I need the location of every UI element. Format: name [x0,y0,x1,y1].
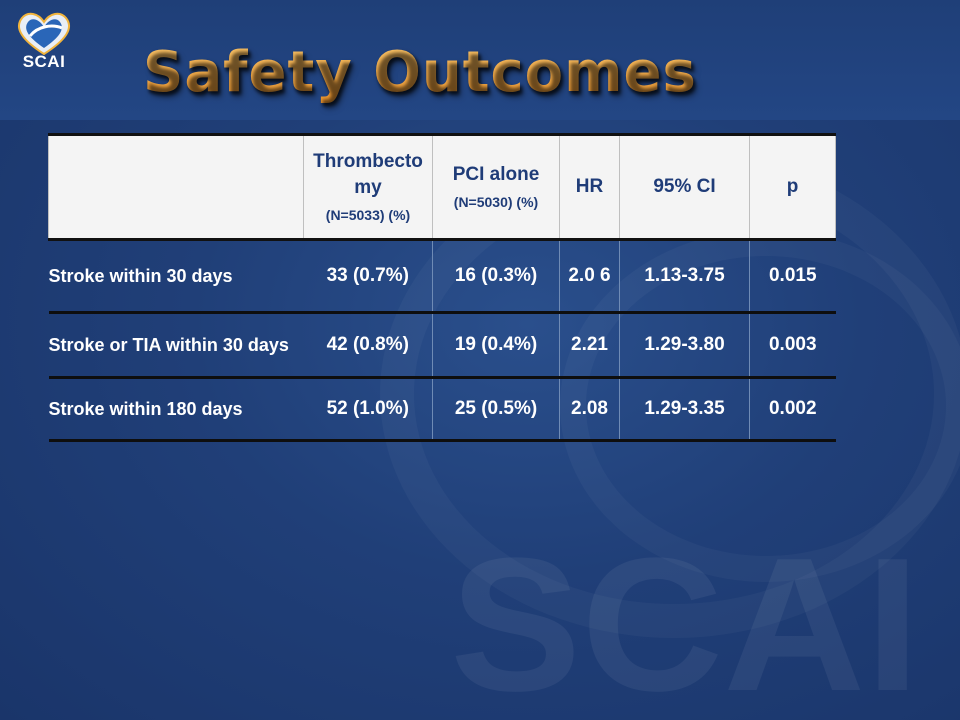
hr-value: 2.0 6 [559,239,620,314]
header-cell-ci: 95% CI [619,133,750,241]
pci-alone-value: 25 (0.5%) [432,377,560,442]
logo-text: SCAI [22,52,66,71]
header-main-label: 95% CI [653,176,716,197]
pci-alone-value: 16 (0.3%) [432,239,560,314]
table-header-row: Thrombecto my (N=5033) (%) PCI alone (N=… [48,133,836,241]
row-label: Stroke within 30 days [48,239,304,314]
header-cell-p: p [749,133,836,241]
header-cell-pci-alone: PCI alone (N=5030) (%) [432,133,560,241]
table-row: Stroke or TIA within 30 days 42 (0.8%) 1… [48,312,836,379]
header-main-label: p [786,176,799,197]
scai-logo-icon [17,12,71,56]
ci-value: 1.29-3.35 [619,377,750,442]
hr-value: 2.08 [559,377,620,442]
p-value: 0.015 [749,239,836,314]
safety-outcomes-table: Thrombecto my (N=5033) (%) PCI alone (N=… [48,133,836,442]
pci-alone-value: 19 (0.4%) [432,312,560,379]
thrombectomy-value: 33 (0.7%) [303,239,433,314]
header-cell-empty [48,133,304,241]
p-value: 0.002 [749,377,836,442]
watermark-logo: SCAI [450,540,920,710]
thrombectomy-value: 42 (0.8%) [303,312,433,379]
ci-value: 1.13-3.75 [619,239,750,314]
ci-value: 1.29-3.80 [619,312,750,379]
header-main-label: Thrombecto my [313,151,423,198]
p-value: 0.003 [749,312,836,379]
header-sub-label: (N=5033) (%) [325,207,411,223]
slide-title: Safety Outcomes [143,40,697,105]
watermark-text: SCAI [450,540,920,710]
row-label: Stroke within 180 days [48,377,304,442]
header-main-label: PCI alone [452,164,540,185]
table-row: Stroke within 180 days 52 (1.0%) 25 (0.5… [48,377,836,442]
table-row: Stroke within 30 days 33 (0.7%) 16 (0.3%… [48,239,836,314]
header-cell-hr: HR [559,133,620,241]
hr-value: 2.21 [559,312,620,379]
header-cell-thrombectomy: Thrombecto my (N=5033) (%) [303,133,433,241]
header-main-label: HR [575,176,604,197]
header-band [0,0,960,120]
thrombectomy-value: 52 (1.0%) [303,377,433,442]
row-label: Stroke or TIA within 30 days [48,312,304,379]
header-sub-label: (N=5030) (%) [453,194,539,210]
